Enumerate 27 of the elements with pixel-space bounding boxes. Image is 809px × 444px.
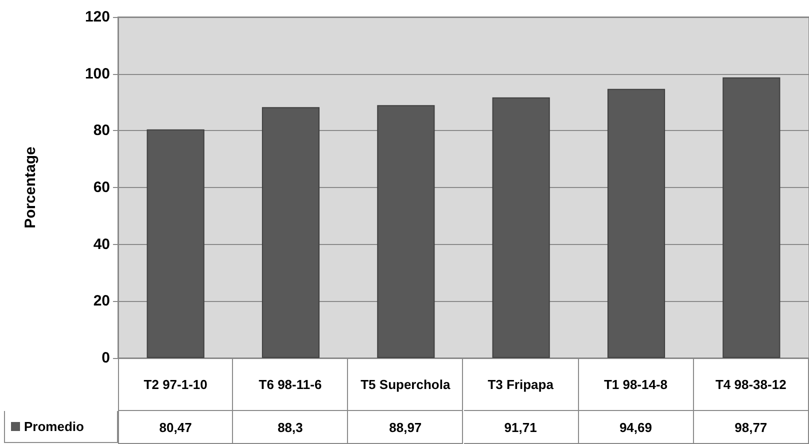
data-label: 91,71 (464, 411, 579, 444)
x-tick-label: T3 Fripapa (464, 358, 579, 411)
y-tick-label: 80 (93, 122, 110, 140)
data-label: 88,97 (348, 411, 464, 444)
bar (722, 77, 780, 358)
y-tick-label: 40 (93, 236, 110, 253)
legend-label: Promedio (4, 411, 118, 443)
x-tick-label: T1 98-14-8 (578, 358, 694, 411)
bar (377, 105, 435, 358)
x-tick-label: T2 97-1-10 (118, 358, 234, 411)
x-tick-label: T5 Superchola (348, 358, 464, 411)
bar (262, 107, 320, 358)
y-tick-label: 20 (93, 292, 110, 310)
data-label: 80,47 (118, 411, 234, 444)
data-label: 88,3 (233, 411, 348, 444)
y-tick-label: 120 (84, 8, 110, 26)
y-axis-title: Porcentage (22, 146, 39, 228)
y-tick-label: 100 (84, 65, 110, 82)
bar (492, 97, 550, 358)
data-label: 98,77 (694, 411, 809, 444)
x-tick-label: T6 98-11-6 (233, 358, 348, 411)
y-tick-label: 0 (102, 350, 110, 366)
y-tick-label: 60 (93, 179, 110, 196)
x-tick-label: T4 98-38-12 (694, 358, 809, 411)
bar (146, 129, 204, 358)
data-label: 94,69 (578, 411, 694, 444)
bar (607, 88, 666, 358)
